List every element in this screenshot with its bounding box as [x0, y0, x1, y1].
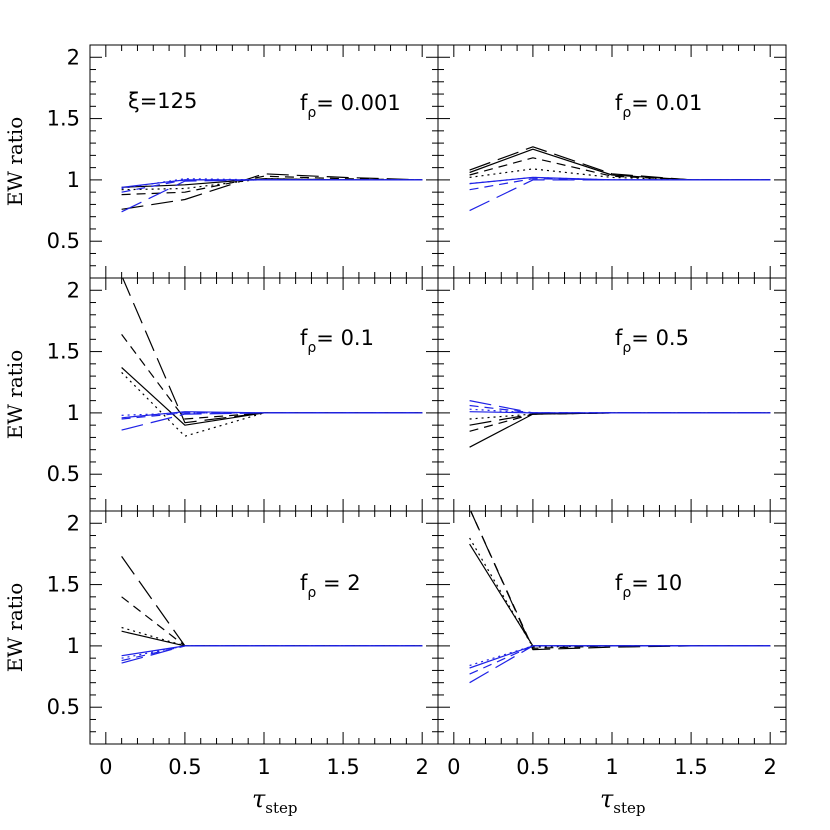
panel-6: 0 0.5 1 1.5 2 τstep [437, 510, 787, 817]
x-axis-label: τstep [600, 785, 646, 817]
y-tick-label: 2 [67, 278, 80, 302]
xi-annotation: ξ=125 [128, 89, 197, 113]
y-tick-label: 0.5 [47, 229, 80, 253]
series-line-black-solid [469, 412, 771, 448]
x-tick-label: 2 [763, 755, 776, 779]
x-tick-label: 0 [447, 755, 460, 779]
panel-frame [89, 277, 439, 512]
labels-group: fρ= 0.001 fρ= 0.01 fρ= 0.1 fρ= 0.5 fρ = 2 fρ=… [128, 89, 702, 601]
series-line-black-long-dash [121, 556, 423, 647]
y-tick-label: 1 [67, 634, 80, 658]
series-line-blue-long-dash [469, 179, 771, 212]
panel-frame [437, 277, 787, 512]
series-line-black-short-dash [121, 596, 423, 647]
series-line-black-dotted [121, 371, 423, 437]
series-line-black-solid [121, 367, 423, 426]
panel-frame [437, 510, 787, 745]
panel-2-label: fρ= 0.01 [615, 91, 702, 121]
series-line-blue-short-dash [469, 645, 771, 675]
y-tick-label: 1.5 [47, 340, 80, 364]
y-axis-label: EW ratio [3, 117, 27, 206]
panel-6-series [469, 511, 771, 684]
x-tick-label: 1 [257, 755, 270, 779]
y-tick-label: 2 [67, 511, 80, 535]
series-line-blue-long-dash [121, 179, 423, 213]
panel-4 [437, 277, 787, 512]
series-line-blue-long-dash [469, 400, 771, 414]
y-tick-label: 2 [67, 45, 80, 69]
series-line-blue-dotted [469, 645, 771, 667]
y-tick-label: 0.5 [47, 695, 80, 719]
x-tick-label: 2 [415, 755, 428, 779]
panel-3: 0.5 1 1.5 2 EW ratio [3, 277, 439, 512]
panel-1: 0.5 1 1.5 2 EW ratio [3, 44, 439, 279]
y-tick-label: 1 [67, 168, 80, 192]
panel-2-series [469, 146, 771, 212]
x-tick-label: 1.5 [326, 755, 359, 779]
series-line-black-short-dash [469, 412, 771, 432]
x-tick-label: 0.5 [168, 755, 201, 779]
panel-5-series [121, 556, 423, 664]
x-tick-label: 1 [605, 755, 618, 779]
series-line-black-dotted [469, 412, 771, 420]
y-tick-label: 1.5 [47, 107, 80, 131]
panels-group: 0.5 1 1.5 2 EW ratio 0.5 1 1.5 2 EW ratio 0.5 1 1.5 2… [3, 44, 787, 817]
panel-6-label: fρ= 10 [615, 571, 682, 601]
x-tick-label: 1.5 [674, 755, 707, 779]
series-line-black-dotted [121, 626, 423, 647]
y-tick-label: 1.5 [47, 573, 80, 597]
panel-frame [89, 44, 439, 279]
panel-1-series [121, 173, 423, 213]
x-tick-label: 0 [99, 755, 112, 779]
series-line-blue-dotted [121, 178, 423, 190]
series-line-blue-long-dash [121, 412, 423, 431]
series-line-blue-short-dash [121, 645, 423, 662]
panel-2 [437, 44, 787, 279]
x-axis-label: τstep [252, 785, 298, 817]
y-axis-label: EW ratio [3, 350, 27, 439]
series-line-black-dotted [469, 168, 771, 181]
y-tick-label: 0.5 [47, 462, 80, 486]
series-line-blue-dotted [469, 176, 771, 185]
series-line-blue-dotted [121, 645, 423, 659]
series-line-black-long-dash [121, 173, 423, 210]
panel-frame [89, 510, 439, 745]
series-line-black-short-dash [469, 157, 771, 181]
series-line-black-solid [469, 543, 771, 647]
y-tick-label: 1 [67, 401, 80, 425]
series-line-blue-short-dash [121, 179, 423, 193]
x-tick-label: 0.5 [516, 755, 549, 779]
series-line-black-solid [121, 630, 423, 647]
panel-3-series [121, 278, 423, 437]
panel-5-label: fρ = 2 [300, 571, 361, 601]
panel-5: 0.5 1 1.5 2 EW ratio 0 0.5 1 1.5 2 τstep [3, 510, 439, 817]
panel-3-label: fρ= 0.1 [300, 326, 374, 356]
panel-4-label: fρ= 0.5 [615, 326, 689, 356]
panel-4-series [469, 400, 771, 448]
series-line-blue-long-dash [469, 645, 771, 684]
y-axis-label: EW ratio [3, 583, 27, 672]
series-line-blue-long-dash [121, 645, 423, 664]
panel-1-label: fρ= 0.001 [300, 91, 401, 121]
series-line-black-dotted [121, 178, 423, 191]
series-line-black-long-dash [122, 278, 423, 424]
series-line-black-short-dash [121, 334, 423, 420]
panel-frame [437, 44, 787, 279]
